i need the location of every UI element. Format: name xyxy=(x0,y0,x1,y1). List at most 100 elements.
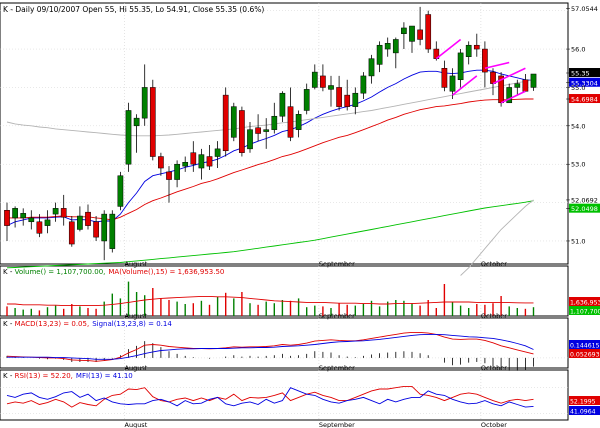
candle-body xyxy=(514,83,521,88)
candle-body xyxy=(133,117,140,127)
candle-body xyxy=(409,25,415,42)
signal-text: Signal(13,23,8) = 0.14 xyxy=(92,320,172,328)
candle-body xyxy=(77,215,83,230)
price-tick-label: 52.0498 xyxy=(571,205,598,213)
candle-body xyxy=(206,156,213,167)
candle-body xyxy=(20,213,27,219)
macd-panel xyxy=(0,317,569,369)
candle-body xyxy=(222,94,229,152)
moving-average-line xyxy=(6,79,534,137)
candle-body xyxy=(255,127,261,134)
candle-body xyxy=(344,94,351,107)
trendline xyxy=(500,90,526,104)
volume-text: Volume() = 1,107,700.00, xyxy=(15,268,106,276)
candle-body xyxy=(417,29,423,40)
axis-labels: August August August August September Septemb… xyxy=(125,5,600,428)
candle-body xyxy=(465,44,472,57)
candle-body xyxy=(44,219,51,226)
price-tick-label: 54.0 xyxy=(571,122,585,130)
candle-body xyxy=(392,39,399,54)
rsi-prefix: K xyxy=(3,372,8,380)
candle-body xyxy=(239,110,245,153)
candle-body xyxy=(311,71,318,88)
month-label: August xyxy=(125,421,148,428)
rsi-series xyxy=(0,385,568,414)
candle-body xyxy=(506,87,513,104)
candle-body xyxy=(473,44,480,50)
moving-averages xyxy=(6,69,534,276)
price-tag-bg xyxy=(569,68,600,78)
chart-title: K - Daily 09/10/2007 Open 55, Hi 55.35, … xyxy=(3,5,264,14)
candle-body xyxy=(368,58,375,77)
price-tick-label: 55.0 xyxy=(571,84,585,92)
trendline xyxy=(435,38,462,60)
candle-body xyxy=(182,162,189,167)
value-tag-label: 52.1995 xyxy=(570,399,596,406)
value-tag-label: 41.0964 xyxy=(570,409,596,416)
candle-body xyxy=(28,217,35,223)
macd-line xyxy=(6,331,534,362)
price-tick-label: 56.0 xyxy=(571,46,585,54)
price-tick-label: 53.0 xyxy=(571,161,585,169)
candle-body xyxy=(287,106,294,138)
candle-body xyxy=(271,115,278,130)
grid-lines xyxy=(0,3,568,420)
candle-body xyxy=(360,75,367,94)
value-tag-bg xyxy=(569,349,600,358)
moving-average-line xyxy=(460,199,534,276)
candle-body xyxy=(4,210,10,226)
month-label: October xyxy=(481,312,507,320)
candle-body xyxy=(12,208,18,219)
candle-body xyxy=(425,14,432,50)
month-label: August xyxy=(125,260,148,268)
candle-body xyxy=(68,221,75,245)
macd-prefix: K xyxy=(3,320,8,328)
macd-legend: K - MACD(13,23) = 0.05, Signal(13,23,8) =… xyxy=(3,320,172,328)
month-label: September xyxy=(319,260,355,268)
month-label: September xyxy=(319,312,355,320)
candle-body xyxy=(376,44,383,65)
month-label: October xyxy=(481,421,507,428)
value-tag-label: 1,636,953 xyxy=(570,300,600,307)
month-label: September xyxy=(319,364,355,372)
price-tick-label: 52.0692 xyxy=(571,196,598,204)
trendlines xyxy=(435,38,526,104)
candle-body xyxy=(279,92,286,117)
month-label: September xyxy=(319,421,355,428)
candle-body xyxy=(328,85,334,90)
volume-ma-text: MA(Volume(),15) = 1,636,953.50 xyxy=(108,268,224,276)
volume-ma-line xyxy=(7,295,534,307)
candle-body xyxy=(522,79,529,92)
macd-series xyxy=(0,331,568,371)
volume-panel xyxy=(0,265,569,317)
volume-legend: K - Volume() = 1,107,700.00, MA(Volume(),… xyxy=(3,268,224,276)
candle-body xyxy=(60,208,67,218)
month-label: August xyxy=(125,364,148,372)
candle-body xyxy=(117,175,124,207)
price-panel xyxy=(0,2,569,265)
rsi-legend: K - RSI(13) = 52.20, MFI(13) = 41.10 xyxy=(3,372,133,380)
volume-bars xyxy=(6,281,535,316)
candle-body xyxy=(93,221,99,238)
month-label: August xyxy=(125,312,148,320)
candle-body xyxy=(141,87,148,119)
value-tag-bg xyxy=(569,406,600,415)
candle-body xyxy=(214,148,221,157)
price-tag-bg xyxy=(569,203,600,213)
candle-body xyxy=(457,52,464,81)
candle-body xyxy=(320,75,326,88)
price-tick-label: 51.0 xyxy=(571,237,585,245)
price-tick-label: 55.35 xyxy=(571,70,590,78)
candle-body xyxy=(401,27,407,34)
title-text: Daily 09/10/2007 Open 55, Hi 55.35, Lo 5… xyxy=(15,5,264,14)
signal-line xyxy=(7,333,534,360)
value-tag-label: 0.0526936 xyxy=(570,352,600,359)
month-label: October xyxy=(481,260,507,268)
value-tag-bg xyxy=(569,396,600,405)
price-tick-label: 55.3304 xyxy=(571,79,598,87)
candle-body xyxy=(198,154,205,169)
candle-body xyxy=(247,129,253,150)
candle-body xyxy=(174,163,180,180)
price-tick-label: 54.6984 xyxy=(571,96,598,104)
value-tag-bg xyxy=(569,306,600,315)
